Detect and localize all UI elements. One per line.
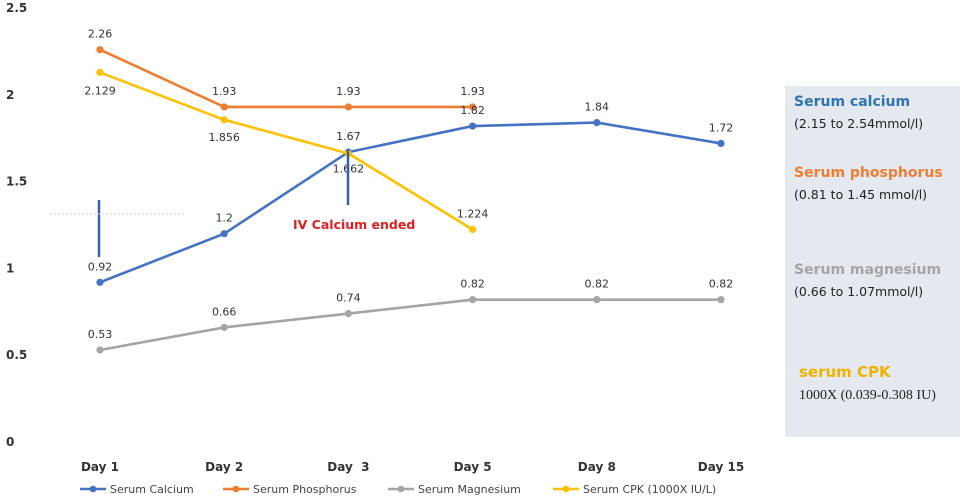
data-point	[96, 346, 104, 354]
series-layer: 0.92 1.2 1.67 1.82 1.84 1.72 2.26 1.93 1.93 1.93 0…	[84, 28, 733, 354]
legend: Serum Calcium Serum Phosphorus Serum Magne…	[80, 483, 716, 496]
reference-item-magnesium: Serum magnesium (0.66 to 1.07mmol/l)	[794, 262, 941, 299]
data-label: 1.93	[336, 85, 361, 98]
data-label: 1.856	[208, 131, 240, 144]
data-label: 0.82	[585, 278, 610, 291]
data-point	[469, 225, 477, 234]
x-axis-category-labels: Day 1 Day 2 Day 3 Day 5 Day 8 Day 15	[81, 460, 744, 474]
data-point	[220, 323, 228, 332]
series-line	[99, 121, 722, 284]
data-point	[593, 296, 601, 304]
legend-label: Serum Magnesium	[418, 483, 521, 496]
data-label: 0.82	[460, 278, 485, 291]
legend-item: Serum CPK (1000X IU/L)	[553, 483, 716, 496]
data-label: 1.93	[212, 85, 237, 98]
data-label: 1.224	[457, 208, 489, 221]
data-label: 1.84	[585, 101, 610, 114]
series-line	[99, 298, 721, 352]
data-label: 1.82	[460, 104, 485, 117]
y-tick-label: 0.5	[6, 348, 27, 362]
data-point	[96, 68, 104, 77]
y-tick-label: 2.5	[6, 1, 27, 15]
data-label: 1.2	[215, 212, 233, 225]
annotation-layer: IV Calcium ended	[50, 150, 415, 257]
data-label: 0.82	[709, 278, 734, 291]
data-labels: 0.53 0.66 0.74 0.82 0.82 0.82	[88, 278, 734, 341]
data-point	[96, 46, 104, 54]
data-point	[220, 103, 228, 111]
data-point	[717, 139, 725, 148]
data-point	[593, 118, 601, 127]
series-line	[99, 48, 473, 109]
data-label: 0.92	[88, 260, 113, 273]
reference-range: (2.15 to 2.54mmol/l)	[794, 116, 924, 131]
x-category-label: Day 8	[578, 460, 616, 474]
reference-range-panel: Serum calcium (2.15 to 2.54mmol/l) Serum…	[785, 86, 960, 437]
y-tick-label: 1	[6, 261, 14, 275]
data-point	[469, 296, 477, 304]
legend-label: Serum Calcium	[110, 483, 194, 496]
data-point	[344, 309, 352, 318]
y-tick-label: 1.5	[6, 175, 27, 189]
reference-name: serum CPK	[799, 363, 891, 381]
reference-name: Serum phosphorus	[794, 165, 943, 181]
y-tick-label: 0	[6, 435, 14, 449]
reference-item-calcium: Serum calcium (2.15 to 2.54mmol/l)	[794, 94, 923, 131]
data-label: 0.74	[336, 292, 361, 305]
x-category-label: Day 15	[698, 460, 744, 474]
x-category-label: Day 2	[205, 460, 243, 474]
legend-swatch-marker	[562, 485, 570, 493]
series-serum-calcium	[96, 118, 725, 286]
x-category-label: Day 5	[454, 460, 492, 474]
data-labels: 0.92 1.2 1.67 1.82 1.84 1.72	[88, 101, 734, 274]
series-serum-magnesium	[96, 296, 725, 354]
legend-item: Serum Phosphorus	[223, 483, 357, 496]
reference-name: Serum calcium	[794, 94, 911, 110]
data-label: 1.72	[709, 121, 734, 134]
legend-swatch-marker	[397, 485, 405, 493]
legend-label: Serum Phosphorus	[253, 483, 357, 496]
x-category-label: Day 1	[81, 460, 119, 474]
reference-item-cpk: serum CPK 1000X (0.039-0.308 IU)	[794, 363, 959, 404]
x-category-label: Day 3	[327, 460, 369, 474]
data-label: 1.67	[336, 130, 361, 143]
data-point	[344, 103, 352, 111]
series-line	[99, 71, 474, 231]
data-point	[96, 278, 104, 286]
data-point	[220, 230, 228, 238]
reference-range: (0.81 to 1.45 mmol/l)	[794, 187, 928, 202]
data-label: 2.129	[84, 84, 116, 97]
reference-range: 1000X (0.039-0.308 IU)	[799, 388, 936, 403]
reference-item-phosphorus: Serum phosphorus (0.81 to 1.45 mmol/l)	[794, 165, 943, 202]
y-tick-label: 2	[6, 88, 14, 102]
iv-calcium-ended-annotation: IV Calcium ended	[293, 217, 415, 232]
reference-range: (0.66 to 1.07mmol/l)	[794, 284, 924, 299]
legend-label: Serum CPK (1000X IU/L)	[583, 483, 716, 496]
data-point	[469, 122, 477, 130]
data-label: 2.26	[88, 28, 113, 41]
legend-swatch-marker	[89, 485, 97, 493]
data-point	[717, 296, 725, 304]
data-point	[220, 116, 228, 124]
reference-name: Serum magnesium	[794, 262, 942, 278]
data-label: 1.93	[460, 85, 485, 98]
data-labels: 2.26 1.93 1.93 1.93	[88, 28, 485, 98]
legend-item: Serum Calcium	[80, 483, 194, 496]
series-serum-phosphorus	[96, 46, 477, 111]
data-label: 0.66	[212, 305, 237, 318]
data-point	[469, 103, 477, 111]
legend-swatch-marker	[232, 485, 240, 493]
y-axis-tick-labels: 0 0.5 1 1.5 2 2.5	[6, 1, 27, 449]
data-label: 0.53	[88, 328, 113, 341]
series-serum-cpk-1000x-iu-l	[96, 68, 477, 234]
legend-item: Serum Magnesium	[388, 483, 521, 496]
